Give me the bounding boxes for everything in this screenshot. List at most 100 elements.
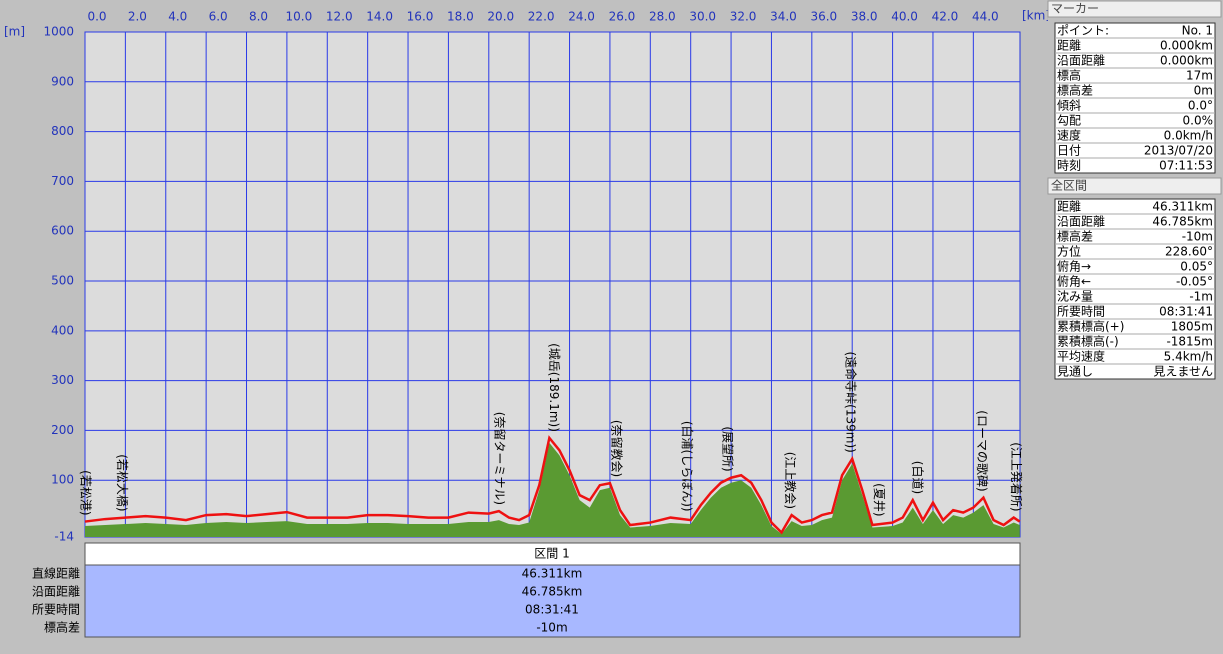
y-tick-label: 100: [51, 473, 74, 487]
total-row-label: 累積標高(-): [1057, 334, 1119, 349]
total-row-value: 08:31:41: [1159, 305, 1213, 319]
annotation: (江上教会): [783, 452, 798, 509]
total-row-value: -0.05°: [1176, 275, 1213, 289]
x-tick-label: 20.0: [487, 10, 514, 24]
marker-row-label: 時刻: [1057, 159, 1081, 173]
annotation: (遠命寺峠(139m)): [844, 351, 859, 452]
x-tick-label: 16.0: [407, 10, 434, 24]
y-tick-label: 300: [51, 373, 74, 387]
total-row-label: 平均速度: [1057, 349, 1105, 364]
y-tick-label: 700: [51, 174, 74, 188]
x-tick-label: 34.0: [770, 10, 797, 24]
marker-row-label: 距離: [1057, 39, 1081, 53]
section-row-value: 46.785km: [522, 585, 583, 599]
marker-row-value: 17m: [1186, 69, 1213, 83]
x-tick-label: 28.0: [649, 10, 676, 24]
total-row-label: 俯角→: [1057, 259, 1091, 274]
total-row-value: 46.785km: [1152, 215, 1213, 229]
total-row-label: 沈み量: [1057, 289, 1093, 304]
annotation: (若松港): [79, 470, 93, 515]
total-row-label: 沿面距離: [1057, 215, 1105, 229]
x-tick-label: 6.0: [209, 10, 228, 24]
total-row-value: 見えません: [1153, 365, 1213, 379]
x-tick-label: 18.0: [447, 10, 474, 24]
annotation: (若松大橋): [115, 454, 129, 511]
x-tick-label: 4.0: [168, 10, 187, 24]
annotation: (奈留ターミナル): [492, 412, 506, 505]
annotation: (城岳(189.1m)): [547, 343, 561, 432]
section-row-value: -10m: [536, 621, 567, 635]
x-tick-label: 30.0: [689, 10, 716, 24]
terrain-area: [85, 442, 1020, 537]
x-tick-label: 8.0: [249, 10, 268, 24]
annotation: (白浦(しらぼん)): [680, 421, 695, 512]
total-row-value: -10m: [1182, 230, 1213, 244]
x-tick-label: 2.0: [128, 10, 147, 24]
marker-row-value: 0.0°: [1188, 99, 1213, 113]
marker-row-label: 速度: [1057, 128, 1081, 143]
section-row-label: 直線距離: [32, 566, 80, 581]
total-row-value: -1815m: [1166, 335, 1213, 349]
elevation-line: [84, 435, 1021, 535]
annotation: (展望所): [721, 426, 735, 471]
total-title: 全区間: [1051, 178, 1087, 193]
total-row-label: 距離: [1057, 200, 1081, 214]
x-tick-label: 40.0: [891, 10, 918, 24]
x-tick-label: 26.0: [609, 10, 636, 24]
x-tick-label: 44.0: [972, 10, 999, 24]
x-tick-label: 32.0: [730, 10, 757, 24]
y-tick-label: 800: [51, 124, 74, 138]
y-unit: [m]: [4, 25, 25, 39]
y-tick-label: 900: [51, 74, 74, 88]
x-tick-label: 24.0: [568, 10, 595, 24]
x-tick-label: 10.0: [286, 10, 313, 24]
total-row-label: 累積標高(+): [1057, 319, 1124, 334]
y-tick-label: 200: [51, 423, 74, 437]
y-tick-label: 500: [51, 274, 74, 288]
marker-row-label: 沿面距離: [1057, 54, 1105, 68]
annotation: (ローマの歌碑): [975, 410, 990, 491]
x-tick-label: 42.0: [932, 10, 959, 24]
marker-row-value: 0m: [1194, 84, 1213, 98]
total-header[interactable]: [1047, 177, 1222, 195]
x-tick-label: 0.0: [87, 10, 106, 24]
section-row-label: 沿面距離: [32, 585, 80, 599]
total-row-label: 俯角←: [1057, 274, 1091, 289]
marker-header[interactable]: [1047, 0, 1222, 18]
y-tick-label: 600: [51, 224, 74, 238]
section-row-value: 08:31:41: [525, 603, 579, 617]
marker-row-value: 0.000km: [1160, 39, 1213, 53]
section-header: 区間 1: [534, 547, 569, 561]
section-values: [84, 564, 1021, 638]
total-row-value: 228.60°: [1165, 245, 1213, 259]
total-row-label: 方位: [1057, 244, 1081, 259]
marker-row-label: 勾配: [1057, 114, 1081, 128]
y-tick-label: -14: [54, 530, 74, 544]
section-row-label: 標高差: [44, 620, 80, 635]
marker-row-value: 0.000km: [1160, 54, 1213, 68]
x-tick-label: 36.0: [810, 10, 837, 24]
annotation: (奈留教会): [609, 420, 624, 477]
x-tick-label: 14.0: [366, 10, 393, 24]
marker-row-value: 0.0km/h: [1164, 129, 1213, 143]
total-row-value: 0.05°: [1180, 260, 1213, 274]
marker-row-label: 標高: [1057, 68, 1081, 83]
total-row-value: 1805m: [1171, 320, 1213, 334]
marker-row-label: 日付: [1057, 144, 1081, 158]
annotation: (夏井): [872, 483, 886, 516]
marker-row-value: 07:11:53: [1159, 159, 1213, 173]
marker-title: マーカー: [1051, 2, 1099, 16]
marker-row-label: 標高差: [1057, 83, 1093, 98]
section-row-value: 46.311km: [522, 567, 583, 581]
annotation: (白道): [910, 461, 925, 494]
total-row-value: 5.4km/h: [1164, 350, 1213, 364]
x-unit: [km]: [1022, 9, 1050, 23]
y-tick-label: 400: [51, 323, 74, 337]
total-row-value: -1m: [1189, 290, 1213, 304]
marker-row-value: No. 1: [1182, 24, 1213, 38]
annotation: (江上発着所): [1009, 442, 1024, 511]
x-tick-label: 22.0: [528, 10, 555, 24]
marker-row-value: 2013/07/20: [1144, 144, 1213, 158]
section-row-label: 所要時間: [32, 603, 80, 617]
